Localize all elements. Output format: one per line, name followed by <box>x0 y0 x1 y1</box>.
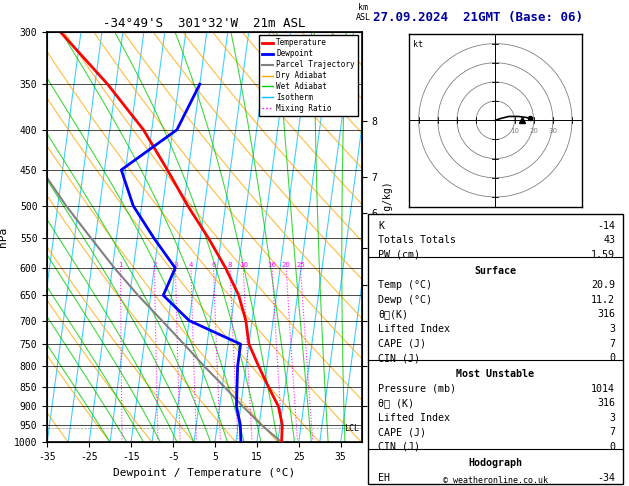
Y-axis label: Mixing Ratio (g/kg): Mixing Ratio (g/kg) <box>383 181 393 293</box>
Text: 20: 20 <box>282 262 291 268</box>
Text: CAPE (J): CAPE (J) <box>378 427 426 437</box>
Text: Totals Totals: Totals Totals <box>378 235 456 245</box>
Title: -34°49'S  301°32'W  21m ASL: -34°49'S 301°32'W 21m ASL <box>103 17 306 31</box>
Text: Most Unstable: Most Unstable <box>456 369 535 379</box>
Text: 1014: 1014 <box>591 384 615 394</box>
Text: 10: 10 <box>510 128 519 134</box>
Text: Dewp (°C): Dewp (°C) <box>378 295 432 305</box>
Text: 8: 8 <box>228 262 232 268</box>
Text: Surface: Surface <box>474 266 516 276</box>
Text: 7: 7 <box>609 427 615 437</box>
Text: 7: 7 <box>609 339 615 348</box>
Text: -14: -14 <box>597 221 615 230</box>
Y-axis label: hPa: hPa <box>0 227 8 247</box>
Text: 16: 16 <box>267 262 277 268</box>
Text: 11.2: 11.2 <box>591 295 615 305</box>
Text: PW (cm): PW (cm) <box>378 250 420 260</box>
Text: 316: 316 <box>597 310 615 319</box>
Text: K: K <box>378 221 384 230</box>
Text: 3: 3 <box>609 413 615 423</box>
Text: 2: 2 <box>152 262 157 268</box>
Text: 316: 316 <box>597 399 615 408</box>
Text: 6: 6 <box>211 262 216 268</box>
Text: 30: 30 <box>548 128 557 134</box>
Text: Hodograph: Hodograph <box>469 458 522 468</box>
Text: CIN (J): CIN (J) <box>378 353 420 363</box>
Text: -34: -34 <box>597 472 615 483</box>
Text: CAPE (J): CAPE (J) <box>378 339 426 348</box>
FancyBboxPatch shape <box>368 214 623 484</box>
Text: 1: 1 <box>118 262 123 268</box>
Text: EH: EH <box>378 472 390 483</box>
Text: 20.9: 20.9 <box>591 280 615 290</box>
Text: 20: 20 <box>529 128 538 134</box>
Text: CIN (J): CIN (J) <box>378 442 420 452</box>
Text: 0: 0 <box>609 442 615 452</box>
Text: θᴇ(K): θᴇ(K) <box>378 310 408 319</box>
Text: 25: 25 <box>296 262 305 268</box>
Legend: Temperature, Dewpoint, Parcel Trajectory, Dry Adiabat, Wet Adiabat, Isotherm, Mi: Temperature, Dewpoint, Parcel Trajectory… <box>259 35 358 116</box>
Text: θᴇ (K): θᴇ (K) <box>378 399 414 408</box>
Text: LCL: LCL <box>345 424 360 433</box>
Text: Lifted Index: Lifted Index <box>378 413 450 423</box>
Text: kt: kt <box>413 40 423 49</box>
Text: 3: 3 <box>609 324 615 334</box>
Text: Temp (°C): Temp (°C) <box>378 280 432 290</box>
Text: 43: 43 <box>603 235 615 245</box>
Text: © weatheronline.co.uk: © weatheronline.co.uk <box>443 476 547 485</box>
Text: 27.09.2024  21GMT (Base: 06): 27.09.2024 21GMT (Base: 06) <box>373 11 583 23</box>
Text: 0: 0 <box>609 353 615 363</box>
Text: 1.59: 1.59 <box>591 250 615 260</box>
Text: 10: 10 <box>239 262 248 268</box>
X-axis label: Dewpoint / Temperature (°C): Dewpoint / Temperature (°C) <box>113 468 296 478</box>
Text: 3: 3 <box>173 262 178 268</box>
Text: Lifted Index: Lifted Index <box>378 324 450 334</box>
Text: 4: 4 <box>189 262 193 268</box>
Text: Pressure (mb): Pressure (mb) <box>378 384 456 394</box>
Text: km
ASL: km ASL <box>355 3 370 22</box>
